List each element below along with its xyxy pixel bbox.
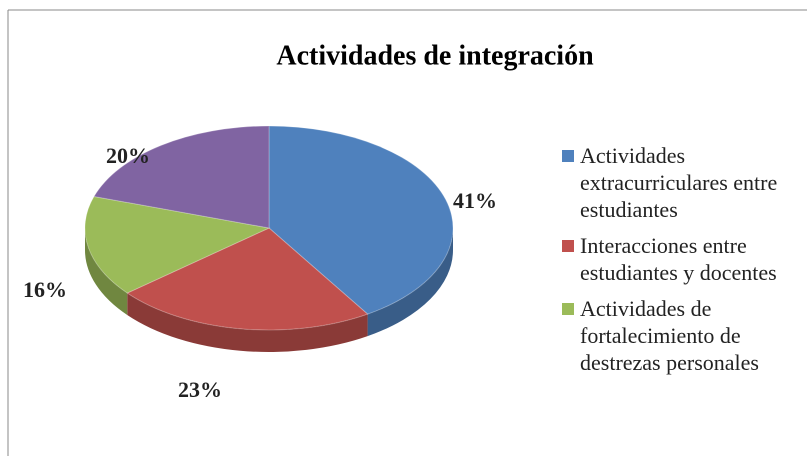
data-label: 20% [106,143,150,168]
data-label: 23% [178,377,222,402]
chart-title: Actividades de integración [276,40,594,71]
legend-label: Actividades de fortalecimiento de destre… [580,296,759,375]
slice-side [367,228,453,337]
legend-swatch [562,150,574,162]
legend-item: Actividades de fortalecimiento de destre… [560,295,790,376]
legend-swatch [562,303,574,315]
slice [268,125,454,315]
legend-label: Actividades extracurriculares entre estu… [580,143,778,222]
legend-item: Interacciones entre estudiantes y docent… [560,232,790,286]
legend-label: Interacciones entre estudiantes y docent… [580,233,777,285]
slice [84,195,271,294]
slice-side [85,228,128,316]
legend-item: Actividades extracurriculares entre estu… [560,142,790,223]
slice [126,227,369,331]
slice-side [127,293,368,353]
data-label: 41% [453,188,497,213]
legend-swatch [562,240,574,252]
data-label: 16% [23,277,67,302]
slice [93,125,270,229]
legend: Actividades extracurriculares entre estu… [560,142,790,385]
